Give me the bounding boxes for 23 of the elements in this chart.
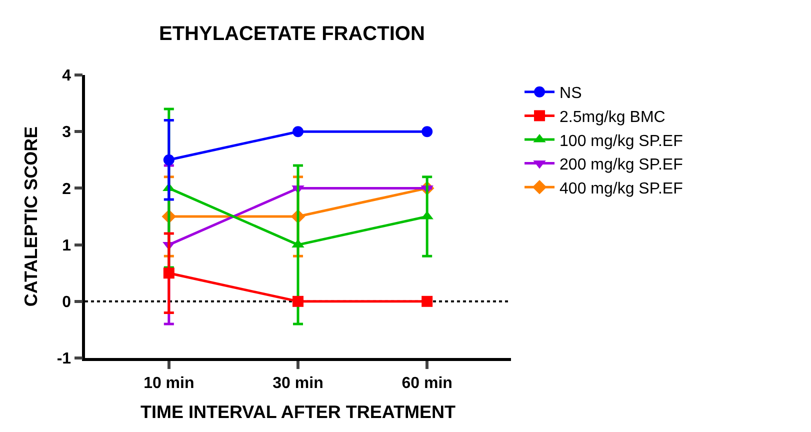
- chart-title: ETHYLACETATE FRACTION: [159, 22, 425, 45]
- point: [422, 126, 433, 138]
- y-tick-label: 3: [62, 124, 72, 142]
- y-tick-label: 4: [62, 68, 72, 85]
- y-tick-label: 0: [62, 294, 72, 311]
- x-tick-label: 10 min: [144, 374, 194, 392]
- y-tick-label: 2: [62, 180, 72, 198]
- point: [163, 154, 174, 166]
- x-axis-title: TIME INTERVAL AFTER TREATMENT: [140, 402, 456, 422]
- y-tick-label: 1: [62, 237, 72, 254]
- point: [163, 268, 174, 279]
- legend-label: 400 mg/kg SP.EF: [560, 180, 684, 198]
- point: [292, 296, 304, 307]
- legend-label: 100 mg/kg SP.EF: [560, 132, 684, 150]
- legend-label: 2.5mg/kg BMC: [560, 108, 666, 126]
- y-tick-label: -1: [56, 350, 72, 368]
- legend-label: NS: [560, 85, 582, 102]
- point: [422, 296, 433, 307]
- legend-label: 200 mg/kg SP.EF: [560, 156, 684, 174]
- point: [292, 126, 304, 138]
- x-tick-label: 60 min: [402, 374, 452, 392]
- y-axis-title: CATALEPTIC SCORE: [21, 126, 42, 307]
- x-tick-label: 30 min: [272, 374, 324, 392]
